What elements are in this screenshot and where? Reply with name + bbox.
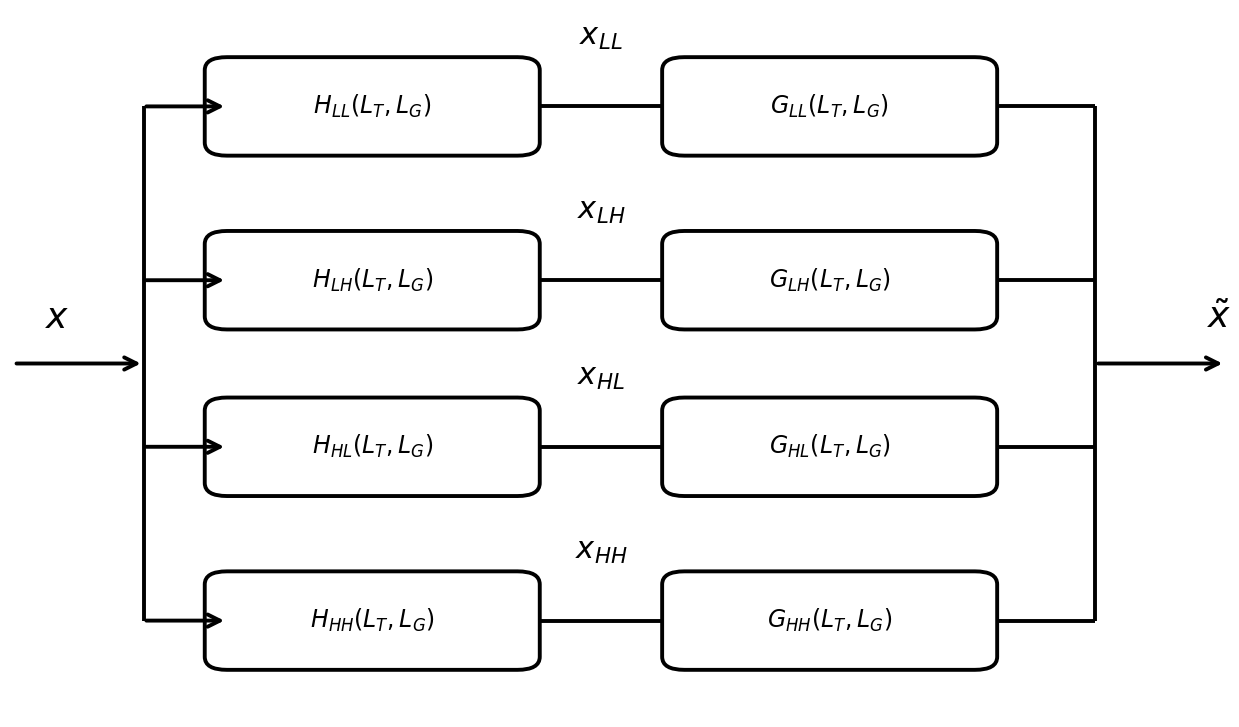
FancyBboxPatch shape: [662, 398, 997, 496]
Text: $\mathbf{\mathit{H}}_{\mathbf{\mathit{HL}}}\mathbf{\mathit{(L_T, L_G)}}$: $\mathbf{\mathit{H}}_{\mathbf{\mathit{HL…: [311, 433, 432, 460]
Text: $\mathbf{\mathit{G}}_{\mathbf{\mathit{LH}}}\mathbf{\mathit{(L_T, L_G)}}$: $\mathbf{\mathit{G}}_{\mathbf{\mathit{LH…: [768, 267, 891, 294]
Text: $\mathbf{\mathit{G}}_{\mathbf{\mathit{HH}}}\mathbf{\mathit{(L_T, L_G)}}$: $\mathbf{\mathit{G}}_{\mathbf{\mathit{HH…: [767, 607, 892, 634]
Text: $\mathbf{\mathit{H}}_{\mathbf{\mathit{LL}}}\mathbf{\mathit{(L_T, L_G)}}$: $\mathbf{\mathit{H}}_{\mathbf{\mathit{LL…: [313, 93, 431, 120]
Text: $\mathbf{\mathit{x}}_{\mathbf{\mathit{LH}}}$: $\mathbf{\mathit{x}}_{\mathbf{\mathit{LH…: [576, 197, 626, 226]
FancyBboxPatch shape: [204, 398, 540, 496]
Text: $\mathbf{\mathit{G}}_{\mathbf{\mathit{HL}}}\mathbf{\mathit{(L_T, L_G)}}$: $\mathbf{\mathit{G}}_{\mathbf{\mathit{HL…: [768, 433, 891, 460]
Text: $\mathbf{\mathit{H}}_{\mathbf{\mathit{HH}}}\mathbf{\mathit{(L_T, L_G)}}$: $\mathbf{\mathit{H}}_{\mathbf{\mathit{HH…: [310, 607, 435, 634]
Text: $\mathbf{\mathit{G}}_{\mathbf{\mathit{LL}}}\mathbf{\mathit{(L_T, L_G)}}$: $\mathbf{\mathit{G}}_{\mathbf{\mathit{LL…: [771, 93, 890, 120]
Text: $\mathbf{\mathit{x}}_{\mathbf{\mathit{HH}}}$: $\mathbf{\mathit{x}}_{\mathbf{\mathit{HH…: [575, 537, 627, 566]
FancyBboxPatch shape: [662, 571, 997, 670]
FancyBboxPatch shape: [204, 231, 540, 329]
FancyBboxPatch shape: [204, 57, 540, 156]
Text: $\mathbf{\mathit{x}}$: $\mathbf{\mathit{x}}$: [45, 300, 69, 334]
Text: $\mathbf{\mathit{H}}_{\mathbf{\mathit{LH}}}\mathbf{\mathit{(L_T, L_G)}}$: $\mathbf{\mathit{H}}_{\mathbf{\mathit{LH…: [311, 267, 432, 294]
FancyBboxPatch shape: [662, 57, 997, 156]
Text: $\mathbf{\mathit{x}}_{\mathbf{\mathit{HL}}}$: $\mathbf{\mathit{x}}_{\mathbf{\mathit{HL…: [577, 364, 624, 393]
Text: $\mathbf{\mathit{x}}_{\mathbf{\mathit{LL}}}$: $\mathbf{\mathit{x}}_{\mathbf{\mathit{LL…: [579, 23, 623, 52]
FancyBboxPatch shape: [204, 571, 540, 670]
Text: $\tilde{\mathbf{\mathit{x}}}$: $\tilde{\mathbf{\mathit{x}}}$: [1207, 300, 1232, 334]
FancyBboxPatch shape: [662, 231, 997, 329]
